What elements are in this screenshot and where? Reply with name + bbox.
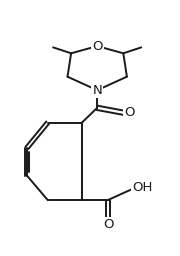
Text: O: O: [124, 106, 135, 119]
Text: O: O: [92, 40, 102, 52]
Text: N: N: [92, 84, 102, 97]
Text: O: O: [103, 218, 113, 231]
Text: OH: OH: [132, 181, 153, 194]
